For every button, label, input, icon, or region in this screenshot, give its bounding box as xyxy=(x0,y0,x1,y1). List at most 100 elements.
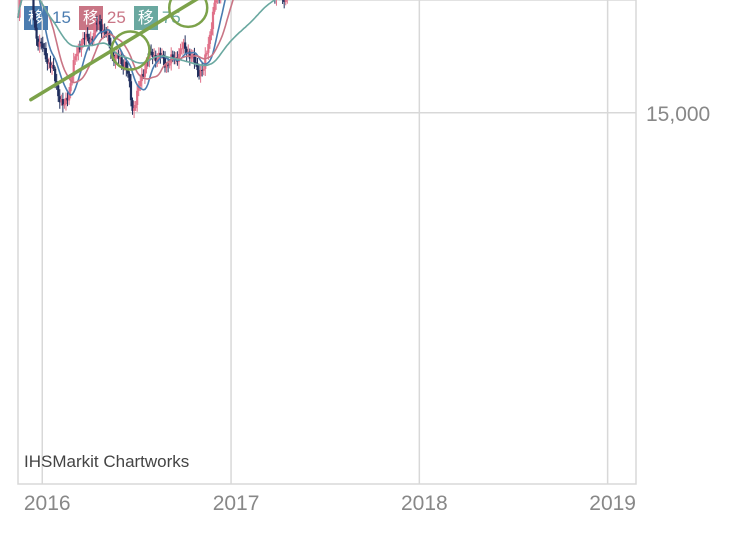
candle-body xyxy=(67,91,71,101)
candle-body xyxy=(151,52,154,57)
candle-body xyxy=(58,96,61,103)
candle-body xyxy=(202,68,205,71)
candle-body xyxy=(139,81,142,87)
candle-body xyxy=(60,99,63,103)
candle-body xyxy=(179,48,182,54)
annotations xyxy=(29,0,209,102)
candle-body xyxy=(97,21,100,25)
candle-body xyxy=(43,47,46,49)
candle-body xyxy=(44,48,47,60)
candle-body xyxy=(193,54,196,63)
candle-body xyxy=(167,64,170,66)
candle-body xyxy=(197,70,201,77)
x-tick-label: 2016 xyxy=(24,492,71,515)
candle-body xyxy=(145,60,148,70)
candle-body xyxy=(190,56,193,59)
candle-body xyxy=(159,52,162,57)
candle-body xyxy=(204,54,207,69)
candle-body xyxy=(123,61,126,68)
candle-body xyxy=(125,61,128,70)
moving-average-line-75 xyxy=(17,0,276,67)
candle-body xyxy=(142,73,145,77)
candle-body xyxy=(180,48,184,50)
candle-body xyxy=(119,57,122,60)
candle-body xyxy=(84,33,88,40)
candle-body xyxy=(128,73,131,82)
candle-body xyxy=(205,52,208,55)
candle-body xyxy=(47,62,51,64)
candle-body xyxy=(88,37,91,44)
grid xyxy=(17,0,637,485)
candle-body xyxy=(132,108,136,111)
x-tick-label: 2019 xyxy=(589,492,636,515)
candle-body xyxy=(191,54,194,57)
candle-body xyxy=(92,32,95,40)
candle-body xyxy=(115,54,119,57)
candle-body xyxy=(108,32,111,45)
plot-frame xyxy=(17,0,637,485)
candle-body xyxy=(46,59,49,64)
legend-label-ma15: 15 xyxy=(52,8,71,27)
candle-body xyxy=(66,97,69,101)
candle-body xyxy=(114,56,117,62)
candle-body xyxy=(126,69,129,74)
support-circle xyxy=(110,30,151,71)
candle-body xyxy=(89,38,92,44)
candle-body xyxy=(75,53,78,57)
support-trendline xyxy=(29,0,199,102)
y-tick-label: 15,000 xyxy=(646,103,710,126)
candle-body xyxy=(208,34,211,44)
candle-body xyxy=(213,2,216,12)
candle-body xyxy=(136,90,139,106)
candle-body xyxy=(117,54,120,60)
candle-body xyxy=(77,47,80,54)
candle-body xyxy=(94,22,97,33)
chart-source-watermark: IHSMarkit Chartworks xyxy=(24,452,190,471)
candle-body xyxy=(38,41,41,47)
moving-average-line-25 xyxy=(17,0,234,84)
candle-body xyxy=(199,69,202,77)
candle-body xyxy=(188,51,191,59)
candle-body xyxy=(196,63,199,71)
candle-body xyxy=(52,64,55,69)
candle-body xyxy=(194,62,198,64)
candle-body xyxy=(211,11,215,29)
candle-body xyxy=(129,81,133,101)
candle-body xyxy=(171,54,174,58)
candle-body xyxy=(100,24,103,34)
support-circle xyxy=(167,0,209,29)
candle-body xyxy=(86,33,89,38)
x-tick-label: 2018 xyxy=(401,492,448,515)
candle-body xyxy=(201,69,204,71)
legend-label-ma25: 25 xyxy=(106,8,126,27)
candle-body xyxy=(64,97,68,105)
candle-body xyxy=(156,59,159,62)
candle-body xyxy=(182,42,185,49)
candle-body xyxy=(71,75,74,84)
candle-body xyxy=(165,64,168,68)
candle-body xyxy=(78,47,82,50)
candle-body xyxy=(61,99,64,106)
candle-body xyxy=(214,0,218,3)
candle-body xyxy=(185,48,188,55)
candle-body xyxy=(63,104,66,106)
candle-body xyxy=(40,41,43,44)
candle-body xyxy=(37,38,40,47)
x-tick-label: 2017 xyxy=(213,492,260,515)
candle-body xyxy=(120,57,123,65)
moving-average-line-15 xyxy=(17,0,226,96)
candle-body xyxy=(283,0,286,2)
candle-body xyxy=(149,51,153,53)
candle-body xyxy=(131,100,134,111)
candle-body xyxy=(170,54,173,64)
candle-body xyxy=(83,37,86,40)
candle-body xyxy=(98,21,102,25)
candle-body xyxy=(74,56,77,61)
candle-body xyxy=(32,0,35,14)
candle-body xyxy=(41,43,44,48)
candle-body xyxy=(184,42,187,49)
candle-body xyxy=(153,55,156,57)
candle-body xyxy=(106,32,109,35)
